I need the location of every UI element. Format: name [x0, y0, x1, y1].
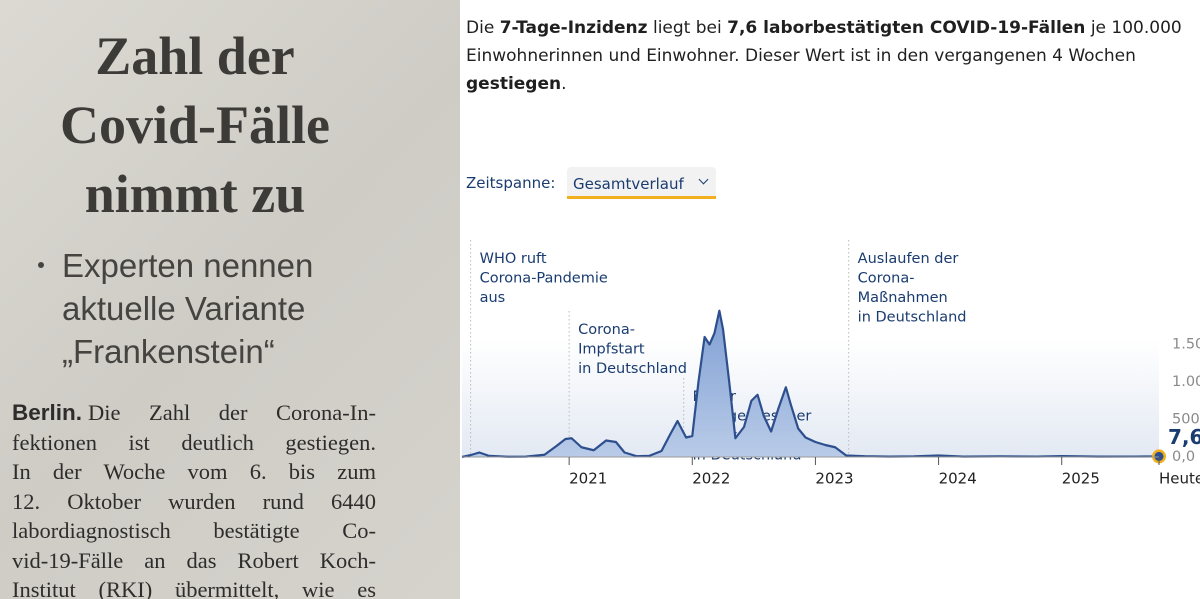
body-line: Institut (RKI) übermittelt, wie es	[12, 575, 376, 599]
body-text: Die Zahl der Corona-In-	[88, 400, 376, 425]
annotation-text: Maßnahmen	[858, 290, 948, 306]
selector-label: Zeitspanne:	[466, 174, 556, 192]
body-text: In der Woche vom 6. bis zum	[12, 459, 376, 484]
text: liegt bei	[647, 18, 728, 38]
annotation-text: WHO ruft	[480, 251, 547, 267]
time-range-select[interactable]: Gesamtverlauf	[567, 167, 716, 199]
y-tick-label: 500	[1172, 412, 1200, 428]
annotation-text: Corona-Pandemie	[480, 271, 608, 287]
subheadline-line: Experten nennen	[62, 247, 314, 284]
annotation-text: Auslaufen der	[858, 251, 959, 267]
annotation-text: Corona-	[858, 271, 915, 287]
current-point-core	[1154, 451, 1164, 461]
subheadline-line: „Frankenstein“	[62, 333, 275, 370]
body-line: In der Woche vom 6. bis zum	[12, 457, 376, 487]
text: Einwohnerinnen und Einwohner. Dieser Wer…	[466, 46, 1136, 66]
dashboard-panel: Die 7-Tage-Inzidenz liegt bei 7,6 laborb…	[460, 0, 1200, 599]
body-text: fektionen ist deutlich gestiegen.	[12, 429, 376, 455]
body-line: Berlin. Die Zahl der Corona-In-	[12, 398, 376, 428]
y-tick-label: 1.000	[1172, 374, 1200, 390]
newspaper-clipping: Zahl der Covid-Fälle nimmt zu Experten nen…	[0, 0, 460, 599]
headline: Zahl der Covid-Fälle nimmt zu	[0, 22, 390, 229]
body-line: 12. Oktober wurden rund 6440	[12, 487, 376, 517]
body-text: labordiagnostisch bestätigte Co-	[12, 518, 376, 543]
subheadline-line: aktuelle Variante	[62, 290, 306, 327]
annotation-text: Impfstart	[578, 342, 645, 358]
text-bold: 7,6 laborbestätigten COVID-19-Fällen	[727, 18, 1086, 38]
body-text: vid-19-Fälle an das Robert Koch-	[12, 547, 376, 573]
plot-background	[462, 340, 1159, 457]
text: je 100.000	[1085, 18, 1182, 38]
headline-line: Covid-Fälle	[60, 95, 330, 155]
annotation-text: aus	[480, 290, 506, 306]
x-tick-label: Heute	[1159, 470, 1200, 488]
x-tick-label: 2021	[569, 470, 607, 488]
body-text: 12. Oktober wurden rund 6440	[12, 488, 376, 514]
y-tick-label: 0,0	[1172, 449, 1195, 465]
body-line: fektionen ist deutlich gestiegen.	[12, 428, 376, 458]
text: .	[561, 74, 567, 94]
summary: Die 7-Tage-Inzidenz liegt bei 7,6 laborb…	[466, 14, 1182, 98]
headline-line: Zahl der	[95, 26, 295, 86]
subheadline: Experten nennen aktuelle Variante „Franken…	[62, 244, 362, 373]
body-line: labordiagnostisch bestätigte Co-	[12, 516, 376, 546]
body-text: Institut (RKI) übermittelt, wie es	[12, 577, 376, 599]
select-value: Gesamtverlauf	[573, 175, 684, 193]
article-body: Berlin. Die Zahl der Corona-In-fektionen …	[12, 398, 376, 599]
annotation-text: Corona-	[578, 322, 635, 338]
y-tick-label: 1.500	[1172, 337, 1200, 353]
chevron	[698, 174, 709, 185]
text-bold: gestiegen	[466, 74, 562, 94]
x-tick-label: 2022	[692, 470, 730, 488]
value-label: 7,6	[1168, 425, 1200, 449]
x-tick-label: 2025	[1062, 470, 1100, 488]
text-bold: 7-Tage-Inzidenz	[499, 18, 648, 38]
x-tick-label: 2024	[939, 470, 977, 488]
headline-line: nimmt zu	[84, 164, 306, 224]
bullet	[38, 262, 44, 268]
dateline: Berlin.	[12, 400, 83, 425]
annotation-text: in Deutschland	[578, 361, 687, 377]
text: Die	[466, 18, 500, 38]
body-line: vid-19-Fälle an das Robert Koch-	[12, 546, 376, 576]
annotation-text: in Deutschland	[858, 310, 967, 326]
x-tick-label: 2023	[815, 470, 853, 488]
chart: WHO ruft Corona-Pandemie aus Corona- Impfsta…	[461, 240, 1200, 488]
